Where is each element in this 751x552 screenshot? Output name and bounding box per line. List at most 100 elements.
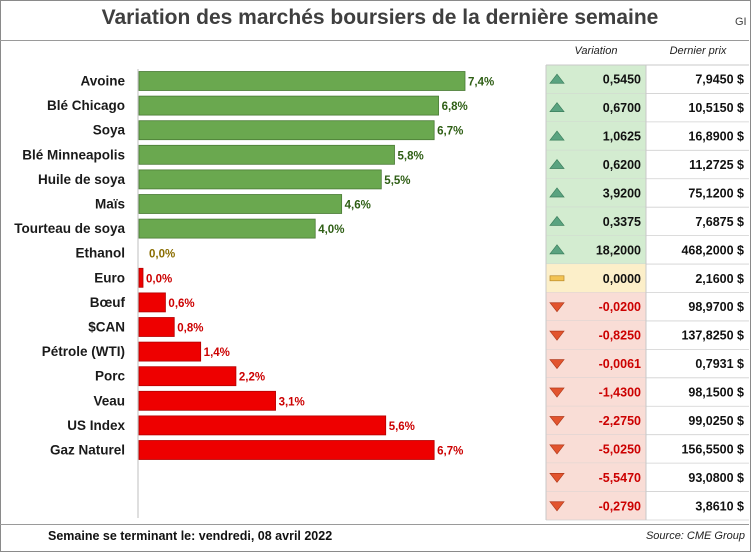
data-label: 1,4% xyxy=(204,347,230,359)
price-value: 10,5150 $ xyxy=(688,101,744,115)
bar xyxy=(138,415,387,436)
category-label: $CAN xyxy=(88,320,125,335)
data-label: 0,8% xyxy=(177,323,203,335)
data-label: 0,6% xyxy=(168,298,194,310)
data-label: 5,5% xyxy=(384,175,410,187)
data-label: 0,0% xyxy=(146,273,172,285)
dash-icon xyxy=(549,275,565,282)
bar xyxy=(138,341,202,362)
variation-cell xyxy=(546,434,646,464)
category-label: Pétrole (WTI) xyxy=(42,344,125,359)
variation-value: -1,4300 xyxy=(599,386,641,400)
variation-cell xyxy=(546,150,646,179)
triangle-up-icon xyxy=(549,244,565,255)
triangle-down-icon xyxy=(549,359,565,370)
category-label: Tourteau de soya xyxy=(14,221,125,236)
price-header: Dernier prix xyxy=(669,45,727,57)
variation-cell xyxy=(546,235,646,265)
category-label: Ethanol xyxy=(76,246,126,261)
bar xyxy=(138,71,466,91)
category-label: Veau xyxy=(93,393,125,408)
category-label: Soya xyxy=(93,123,126,138)
variation-cell xyxy=(546,292,646,321)
category-label: Blé Minneapolis xyxy=(22,147,125,162)
chart-title: Variation des marchés boursiers de la de… xyxy=(101,6,659,29)
title-divider xyxy=(0,40,749,41)
triangle-up-icon xyxy=(549,215,565,226)
variation-value: 0,6200 xyxy=(603,158,641,172)
price-value: 137,8250 $ xyxy=(681,329,744,343)
price-value: 99,0250 $ xyxy=(688,414,744,428)
variation-cell xyxy=(546,93,646,122)
triangle-up-icon xyxy=(549,158,565,169)
variation-value: 3,9200 xyxy=(603,186,641,200)
variation-value: -2,2750 xyxy=(599,414,641,428)
variation-value: -0,0200 xyxy=(599,300,641,314)
bar xyxy=(138,440,435,460)
price-value: 7,9450 $ xyxy=(695,73,744,87)
price-value: 156,5500 $ xyxy=(681,442,744,456)
data-label: 6,8% xyxy=(442,101,468,113)
variation-value: 18,2000 xyxy=(596,243,641,257)
variation-cell xyxy=(546,377,646,407)
price-value: 16,8900 $ xyxy=(688,130,744,144)
variation-cell xyxy=(546,320,646,350)
price-value: 93,0800 $ xyxy=(688,471,744,485)
variation-value: -0,2790 xyxy=(599,499,641,513)
data-label: 5,6% xyxy=(389,421,415,433)
variation-header: Variation xyxy=(574,45,618,57)
bar xyxy=(138,120,435,141)
variation-value: 0,5450 xyxy=(603,73,641,87)
bar xyxy=(138,169,382,190)
variation-value: -0,0061 xyxy=(599,357,641,371)
variation-cell xyxy=(546,349,646,378)
triangle-down-icon xyxy=(549,472,565,483)
data-label: 7,4% xyxy=(468,77,494,89)
bar xyxy=(138,144,395,165)
source-label: Source: CME Group xyxy=(645,530,745,542)
triangle-down-icon xyxy=(549,416,565,427)
variation-value: 0,6700 xyxy=(603,101,641,115)
category-label: Maïs xyxy=(95,197,125,212)
price-value: 7,6875 $ xyxy=(695,215,744,229)
category-label: Euro xyxy=(94,270,125,285)
triangle-down-icon xyxy=(549,387,565,398)
data-label: 6,7% xyxy=(437,446,463,458)
data-label: 2,2% xyxy=(239,372,265,384)
triangle-down-icon xyxy=(549,302,565,313)
category-label: Gaz Naturel xyxy=(50,443,125,458)
variation-value: -0,8250 xyxy=(599,329,641,343)
data-label: 5,8% xyxy=(398,150,424,162)
bar xyxy=(138,267,144,288)
price-value: 11,2725 $ xyxy=(689,158,744,172)
variation-cell xyxy=(546,406,646,435)
price-value: 98,1500 $ xyxy=(688,386,744,400)
triangle-up-icon xyxy=(549,130,565,141)
bar xyxy=(138,194,343,214)
variation-value: 0,0000 xyxy=(603,272,641,286)
category-label: Porc xyxy=(95,369,126,384)
price-value: 3,8610 $ xyxy=(695,499,744,513)
variation-value: -5,0250 xyxy=(599,442,641,456)
price-value: 75,1200 $ xyxy=(688,186,744,200)
triangle-down-icon xyxy=(549,501,565,512)
price-value: 0,7931 $ xyxy=(695,357,744,371)
corner-text: GI xyxy=(735,16,747,28)
variation-cell xyxy=(546,178,646,208)
variation-value: 1,0625 xyxy=(603,130,641,144)
price-value: 2,1600 $ xyxy=(695,272,744,286)
bar xyxy=(138,218,316,239)
triangle-up-icon xyxy=(549,73,565,84)
triangle-up-icon xyxy=(549,187,565,198)
variation-value: 0,3375 xyxy=(603,215,641,229)
data-label: 4,0% xyxy=(318,224,344,236)
data-label: 4,6% xyxy=(345,200,371,212)
footer-divider xyxy=(0,524,749,525)
category-label: Avoine xyxy=(80,74,125,89)
variation-cell xyxy=(546,207,646,236)
data-label: 3,1% xyxy=(279,396,305,408)
category-label: US Index xyxy=(67,418,125,433)
category-label: Blé Chicago xyxy=(47,98,125,113)
triangle-down-icon xyxy=(549,330,565,341)
